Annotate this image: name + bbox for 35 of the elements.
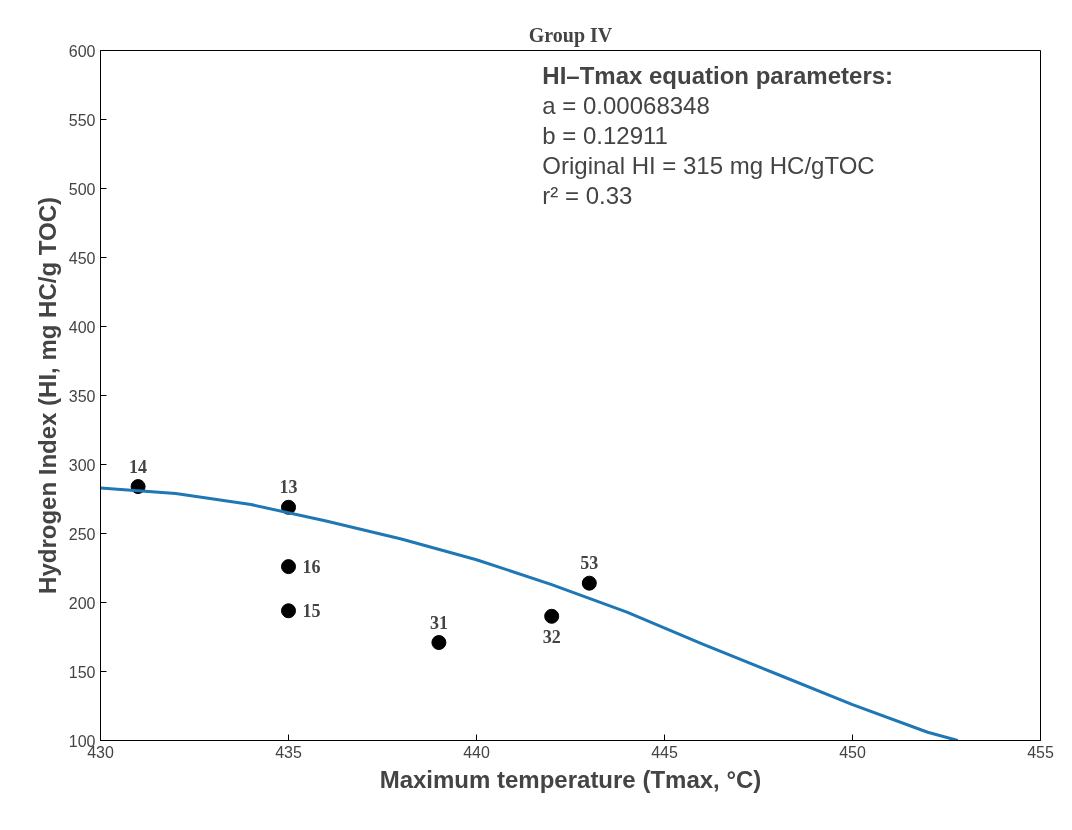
x-tick-label: 445 bbox=[651, 743, 678, 761]
point bbox=[431, 635, 447, 651]
annotation: 31 bbox=[429, 612, 448, 633]
y-tick-label: 500 bbox=[68, 180, 96, 198]
y-tick-label: 150 bbox=[68, 663, 96, 681]
x-tick-label: 435 bbox=[275, 743, 302, 761]
annotation: HI–Tmax equation parameters: bbox=[542, 61, 894, 89]
y-tick-label: 200 bbox=[68, 594, 96, 612]
y-tick-label: 300 bbox=[68, 456, 96, 474]
y-tick-label: 550 bbox=[68, 111, 96, 129]
point bbox=[281, 559, 296, 575]
annotation: r² = 0.33 bbox=[542, 181, 633, 209]
x-tick-label: 440 bbox=[463, 743, 490, 761]
annotation: 14 bbox=[129, 456, 148, 477]
annotation: b = 0.12911 bbox=[542, 121, 668, 149]
annotation: 16 bbox=[302, 557, 321, 578]
x-tick-label: 450 bbox=[839, 743, 866, 761]
annotation: 15 bbox=[302, 601, 321, 622]
annotation: 53 bbox=[580, 553, 599, 574]
annotation: 32 bbox=[542, 627, 561, 648]
y-tick-label: 450 bbox=[68, 249, 96, 267]
annotation: a = 0.00068348 bbox=[542, 91, 710, 119]
annotation: Original HI = 315 mg HC/gTOC bbox=[542, 151, 875, 179]
point bbox=[544, 608, 560, 624]
annotation: 13 bbox=[279, 477, 298, 498]
y-axis-title: Hydrogen Index (HI, mg HC/g TOC) bbox=[33, 197, 61, 594]
y-tick-label: 600 bbox=[68, 42, 96, 60]
point bbox=[581, 575, 597, 591]
point bbox=[281, 603, 296, 619]
y-tick-label: 400 bbox=[68, 318, 96, 336]
y-tick-label: 350 bbox=[68, 387, 96, 405]
y-tick-label: 250 bbox=[68, 525, 96, 543]
x-tick-label: 455 bbox=[1027, 743, 1054, 761]
x-axis-title: Maximum temperature (Tmax, °C) bbox=[379, 765, 762, 793]
chart-title: Group IV bbox=[528, 23, 613, 47]
